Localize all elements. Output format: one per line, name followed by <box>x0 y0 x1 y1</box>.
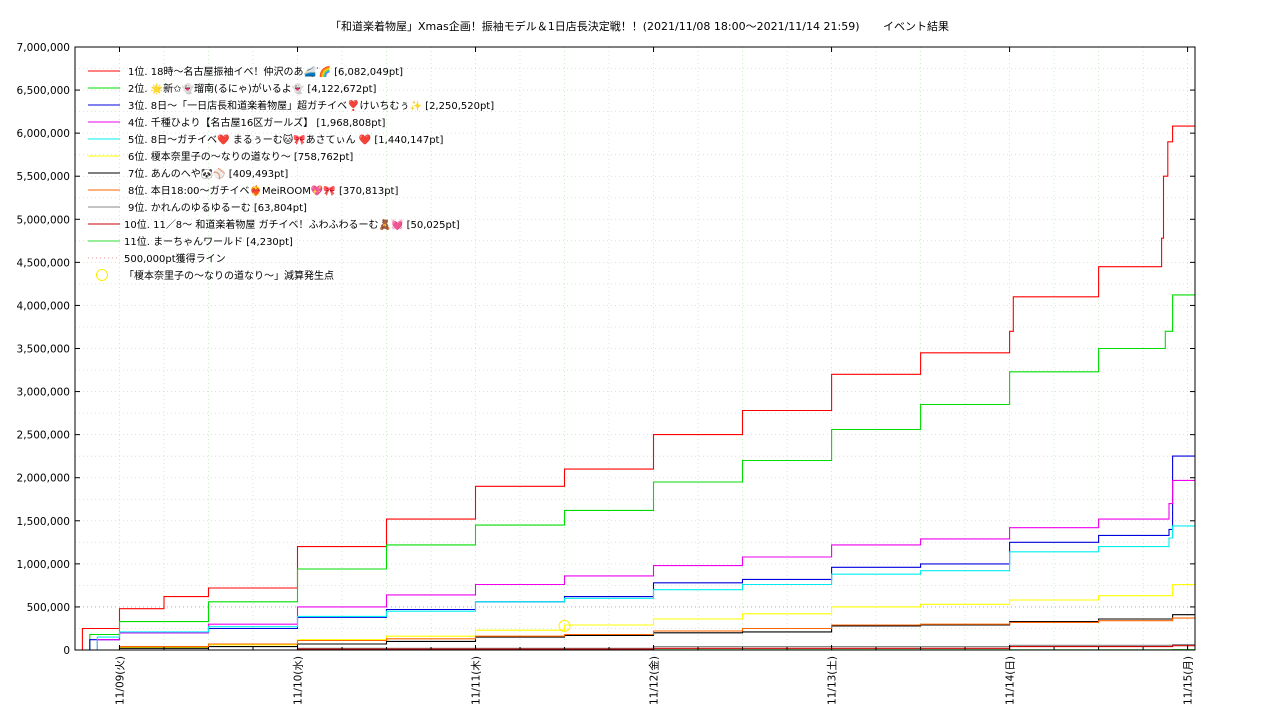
y-tick-label: 3,000,000 <box>17 387 70 399</box>
series-line-6 <box>75 584 1195 651</box>
y-tick-label: 4,500,000 <box>17 257 70 269</box>
x-tick-label: 11/09(火) <box>115 656 127 705</box>
x-tick-label: 11/11(木) <box>471 656 483 705</box>
y-tick-label: 1,000,000 <box>17 559 70 571</box>
series-line-2 <box>75 294 1195 651</box>
y-axis-ticks: 0 500,000 1,000,000 1,500,000 2,000,000 2,500… <box>17 42 1195 657</box>
y-tick-label: 4,000,000 <box>17 300 70 312</box>
legend-entry-1: 1位. 18時〜名古屋振袖イベ！仲沢のあ🚄ᐝ🌈 [6,082,049pt] <box>128 65 403 78</box>
chart-subtitle: イベント結果 <box>883 19 949 33</box>
series-line-1 <box>75 125 1195 651</box>
series-line-8 <box>75 617 1195 651</box>
x-tick-label: 11/12(金) <box>648 656 661 705</box>
legend-entry-9: 9位. かれんのゆるゆるーむ [63,804pt] <box>128 201 307 214</box>
x-tick-label: 11/10(水) <box>293 656 305 705</box>
y-tick-label: 6,000,000 <box>17 128 70 140</box>
y-tick-label: 1,500,000 <box>17 516 70 528</box>
legend-entry-4: 4位. 千種ひより【名古屋16区ガールズ】 [1,968,808pt] <box>128 116 385 129</box>
x-tick-label: 11/15(月) <box>1183 656 1195 705</box>
legend-entry-marker: 「榎本奈里子の〜なりの道なり〜」減算発生点 <box>124 269 334 282</box>
series-line-5 <box>75 525 1195 651</box>
legend-entry-5: 5位. 8日〜ガチイベ❤️ まるぅーむ🐱🎀あさてぃん ❤️ [1,440,147… <box>128 133 443 146</box>
y-tick-label: 2,500,000 <box>17 430 70 442</box>
marker-layer <box>558 619 571 632</box>
x-tick-label: 11/14(日) <box>1005 656 1017 705</box>
y-tick-label: 5,500,000 <box>17 171 70 183</box>
y-tick-label: 500,000 <box>27 602 70 614</box>
legend-entry-7: 7位. あんのへや🐼⚾️ [409,493pt] <box>128 167 288 180</box>
x-tick-label: 11/13(土) <box>826 656 839 705</box>
y-tick-label: 6,500,000 <box>17 85 70 97</box>
chart-title: 「和道楽着物屋」Xmas企画！振袖モデル＆1日店長決定戦！！(2021/11/0… <box>330 19 860 33</box>
legend-entry-10: 10位. 11／8〜 和道楽着物屋 ガチイベ！ふわふわるーむ🧸💓 [50,025… <box>124 218 460 231</box>
legend: 1位. 18時〜名古屋振袖イベ！仲沢のあ🚄ᐝ🌈 [6,082,049pt] 2位.… <box>88 65 494 282</box>
y-tick-label: 3,500,000 <box>17 344 70 356</box>
y-tick-label: 0 <box>63 645 70 657</box>
legend-swatch-marker <box>96 269 108 281</box>
legend-entry-reference: 500,000pt獲得ライン <box>124 252 226 265</box>
deduction-marker <box>558 619 571 632</box>
legend-entry-8: 8位. 本日18:00〜ガチイベ❤️‍🔥MeiROOM💖🎀 [370,813pt… <box>128 184 398 197</box>
x-axis-ticks: 11/09(火) 11/10(水) 11/11(木) 11/12(金) 11/13(土)… <box>74 47 1195 705</box>
legend-entry-6: 6位. 榎本奈里子の〜なりの道なり〜 [758,762pt] <box>128 150 353 163</box>
legend-entry-2: 2位. 🌟新✩👻瑠南(るにゃ)がいるよ👻 [4,122,672pt] <box>128 82 376 95</box>
y-tick-label: 2,000,000 <box>17 473 70 485</box>
legend-entry-11: 11位. まーちゃんワールド [4,230pt] <box>124 235 293 248</box>
legend-entry-3: 3位. 8日〜「一日店長和道楽着物屋」超ガチイベ❣️けいちむぅ✨ [2,250,… <box>128 99 494 112</box>
y-tick-label: 5,000,000 <box>17 214 70 226</box>
y-tick-label: 7,000,000 <box>17 42 70 54</box>
